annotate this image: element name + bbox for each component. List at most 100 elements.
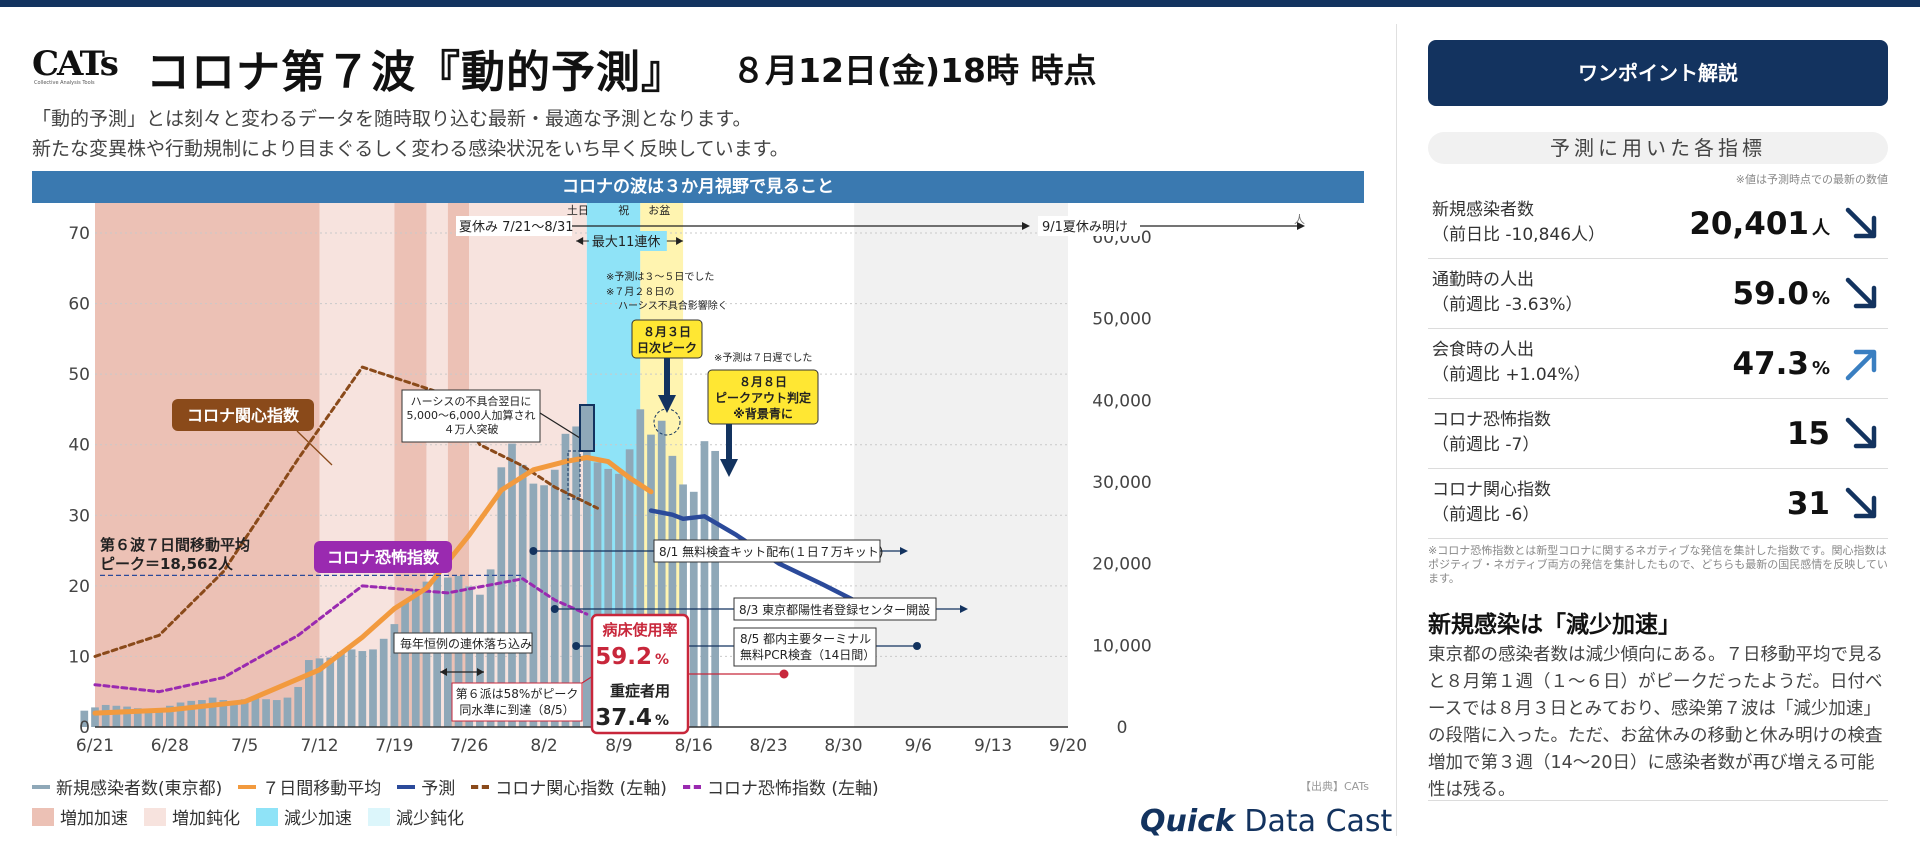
indicator-row: コロナ関心指数 （前週比 -6） 31 <box>1428 468 1888 539</box>
long-holiday-label: 最大11連休 <box>592 235 661 250</box>
x-tick-label: 9/6 <box>905 736 932 756</box>
y-right-tick-label: 30,000 <box>1092 473 1151 493</box>
interest-label: コロナ関心指数 <box>187 406 300 425</box>
brand-bold: Quick <box>1140 804 1235 839</box>
event-kit-head <box>900 547 908 555</box>
legend-label: 増加加速 <box>60 809 128 829</box>
chart-source: 【出典】CATs <box>1300 780 1369 793</box>
case-bar <box>144 709 153 727</box>
one-point-button[interactable]: ワンポイント解説 <box>1428 40 1888 106</box>
pred-note-2: ※７月２８日の <box>606 286 674 298</box>
case-bar <box>101 704 110 727</box>
event-pcr-label-2: 無料PCR検査（14日間） <box>740 647 875 662</box>
y-left-tick-label: 0 <box>79 718 90 738</box>
indicator-value: 31 <box>1787 486 1830 522</box>
case-bar <box>240 699 249 727</box>
indicator-row: 新規感染者数 （前日比 -10,846人） 20,401 人 <box>1428 188 1888 259</box>
hers-highlight <box>579 404 595 452</box>
indicator-number: 31 <box>1786 486 1830 522</box>
subtitle-line-2: 新たな変異株や行動規制により目まぐるしく変わる感染状況をいち早く反映しています。 <box>32 138 789 160</box>
case-bar <box>165 705 174 727</box>
yearly-head-r <box>477 668 484 676</box>
case-bar <box>91 707 99 727</box>
indicator-label: コロナ関心指数 <box>1432 480 1551 500</box>
fear-label-bg <box>314 541 452 573</box>
case-bar <box>465 586 474 727</box>
hers-dashed <box>567 450 581 500</box>
indicator-number: 47.3 <box>1732 346 1809 382</box>
legend-swatch <box>32 784 50 789</box>
indicator-name: コロナ関心指数 （前週比 -6） <box>1432 478 1551 528</box>
indicators-note: ※値は予測時点での最新の数値 <box>1735 173 1888 186</box>
cats-logo-sub: Collective Analysis Tools <box>34 80 95 86</box>
case-bar <box>668 455 677 727</box>
indicator-number: 20,401 <box>1689 206 1809 242</box>
legend-item: 新規感染者数(東京都) <box>32 774 222 799</box>
case-bar <box>561 433 570 727</box>
legend-item: 増加鈍化 <box>144 804 240 829</box>
page-date: ８月12日(金)18時 時点 <box>732 51 1097 90</box>
event-pcr-box <box>733 627 877 667</box>
pred-note-4: ※予測は７日遅でした <box>714 351 812 364</box>
case-bar <box>529 483 538 727</box>
legend-item: 予測 <box>397 774 455 799</box>
indicator-row: 通勤時の人出 （前週比 -3.63%） 59.0% <box>1428 258 1888 329</box>
wave6-label-2: ピーク＝18,562人 <box>100 555 234 573</box>
series-line-interest <box>93 365 599 658</box>
case-bar <box>251 698 260 727</box>
hers-line-2: 5,000〜6,000人加算され <box>407 408 536 422</box>
legend-label: 新規感染者数(東京都) <box>56 779 223 799</box>
event-pcr-label-1: 8/5 都内主要ターミナル <box>740 632 871 646</box>
indicator-label: 新規感染者数 <box>1432 200 1534 220</box>
legend-label: コロナ関心指数 (左軸) <box>495 779 667 799</box>
summer-label-bg <box>456 216 572 236</box>
peakout-arrow-head <box>720 459 738 477</box>
case-bar <box>326 657 335 727</box>
case-bar <box>572 426 581 727</box>
bed6-line-2: 同水準に到達（8/5） <box>459 702 574 717</box>
case-bar <box>582 430 591 727</box>
case-bar <box>476 594 484 727</box>
annotations: 夏休み 7/21〜8/31 9/1夏休み明け 土日 祝 お盆最大11連休コロナ関心指数コ… <box>100 203 1305 735</box>
long-holiday-arrowhead-r <box>676 237 684 245</box>
phase-band-4 <box>447 203 470 727</box>
peakout-line-1: ８月８日 <box>739 375 787 389</box>
case-bar <box>347 649 356 727</box>
case-bar <box>657 420 666 727</box>
event-center-label: 8/3 東京都陽性者登録センター開設 <box>739 602 930 617</box>
indicator-change: （前日比 -10,846人） <box>1432 225 1606 245</box>
series-line-moving-average <box>92 455 654 716</box>
case-bar <box>625 449 634 727</box>
trend-down-icon <box>1845 207 1877 239</box>
indicator-name: 新規感染者数 （前日比 -10,846人） <box>1432 198 1605 248</box>
legend-label: コロナ恐怖指数 (左軸) <box>706 779 879 799</box>
case-bar <box>337 651 345 727</box>
phase-backgrounds <box>95 203 1068 727</box>
pred-note-3: ハーシス不具合影響除く <box>618 299 728 312</box>
legend-label: ７日間移動平均 <box>262 779 382 799</box>
x-tick-label: 8/16 <box>675 736 713 756</box>
summer-end-arrowhead <box>1297 222 1305 230</box>
case-bar <box>187 700 196 727</box>
weekend-label: 土日 <box>567 204 589 217</box>
case-bar <box>711 450 720 727</box>
severe-unit: % <box>655 713 669 729</box>
indicator-value: 47.3% <box>1732 346 1830 382</box>
interest-label-bg <box>172 399 314 431</box>
indicator-label: 会食時の人出 <box>1432 340 1534 360</box>
legend-item: ７日間移動平均 <box>238 774 381 799</box>
case-bar <box>358 651 367 727</box>
indicators-title: 予測に用いた各指標 <box>1428 132 1888 164</box>
y-right-tick-label: 10,000 <box>1092 636 1151 656</box>
peak-arrow-head <box>658 395 676 413</box>
indicator-row: コロナ恐怖指数 （前週比 -7） 15 <box>1428 398 1888 469</box>
case-bar <box>208 697 217 727</box>
summary-body: 東京都の感染者数は減少傾向にある。７日移動平均で見ると８月第１週（１〜６日）がピ… <box>1428 645 1883 800</box>
legend-swatch <box>256 807 278 826</box>
legend-swatch <box>682 784 701 789</box>
case-bar <box>219 700 228 727</box>
indicator-name: 会食時の人出 （前週比 +1.04%） <box>1432 338 1591 388</box>
case-bar <box>700 441 709 727</box>
top-accent-bar <box>0 0 1920 7</box>
legend-row-2: 増加加速 増加鈍化 減少加速 減少鈍化 <box>32 804 464 829</box>
